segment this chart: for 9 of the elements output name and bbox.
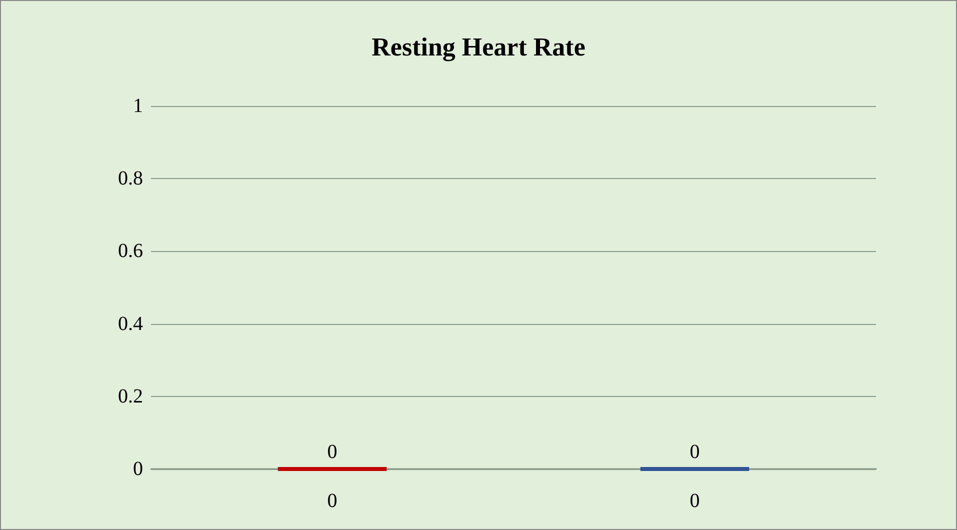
data-label: 0 [690,490,700,512]
y-tick-label: 1 [133,95,143,117]
chart-title: Resting Heart Rate [372,32,586,62]
y-tick-label: 0.4 [118,312,143,335]
data-label: 0 [327,490,338,512]
y-tick-label: 0.6 [118,240,143,262]
y-tick-label: 0.8 [118,168,143,190]
y-tick-label: 0.2 [118,385,143,408]
y-tick-label: 0 [133,458,143,480]
